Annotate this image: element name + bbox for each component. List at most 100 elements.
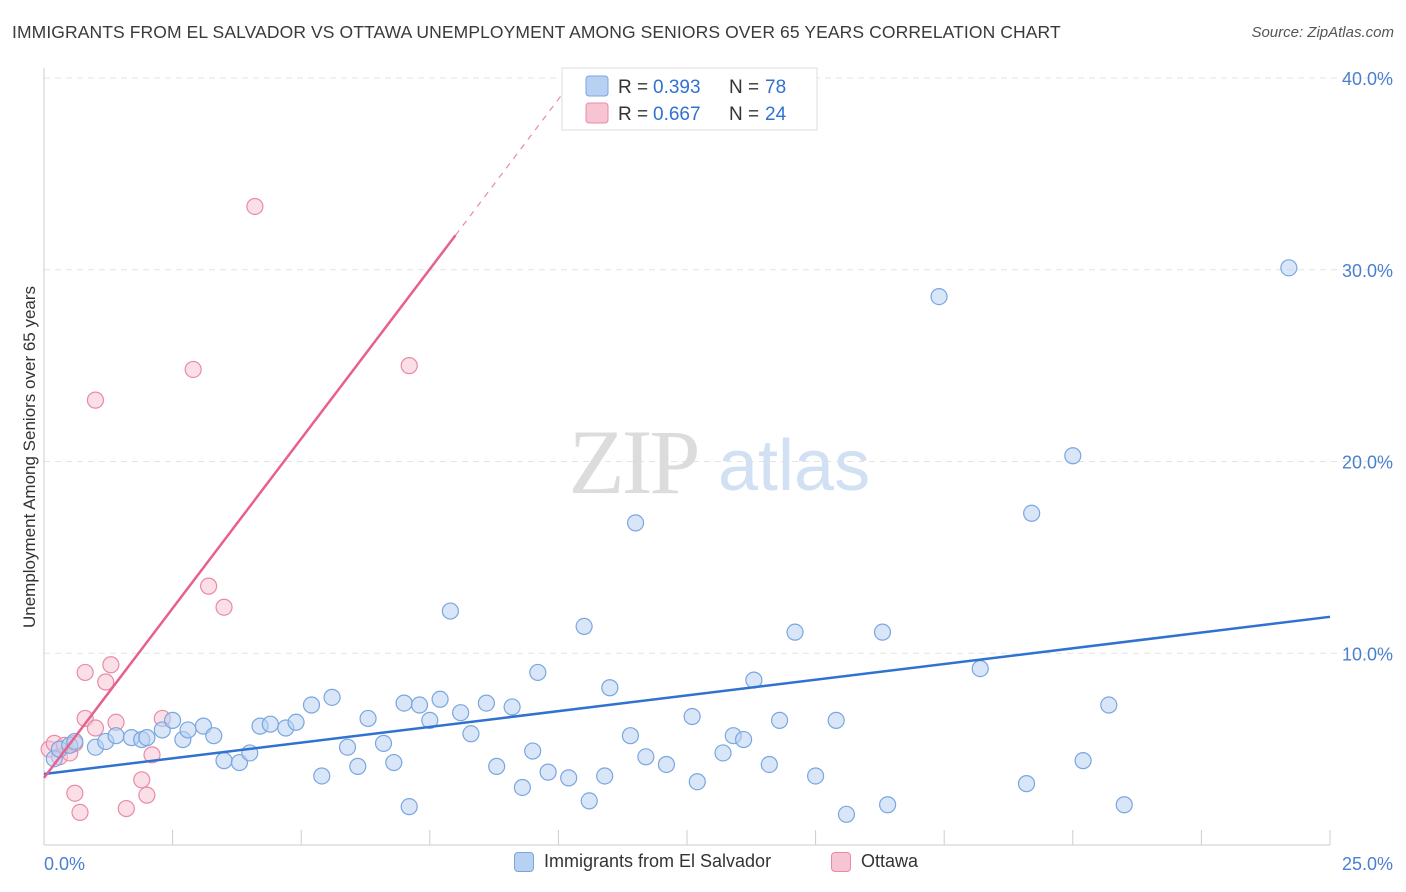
el-salvador-point-29 xyxy=(374,734,393,752)
el-salvador-point-71 xyxy=(1017,775,1036,793)
y-tick-label-20: 20.0% xyxy=(1342,453,1393,473)
ottawa-point-20 xyxy=(184,360,202,379)
el-salvador-trend-line xyxy=(43,615,1331,776)
legend-r-label-1: R = xyxy=(618,77,648,98)
ottawa-point-7 xyxy=(71,803,89,822)
el-salvador-point-77 xyxy=(1280,259,1298,277)
el-salvador-point-42 xyxy=(513,778,531,797)
el-salvador-point-9 xyxy=(138,729,156,747)
legend-r-label-2: R = xyxy=(618,104,648,125)
x-tick-label-min: 0.0% xyxy=(44,854,85,874)
ottawa-point-6 xyxy=(66,784,84,802)
y-tick-labels: 10.0% 20.0% 30.0% 40.0% xyxy=(1342,69,1393,664)
el-salvador-points xyxy=(45,259,1298,823)
el-salvador-point-41 xyxy=(503,698,521,716)
ottawa-point-22 xyxy=(215,598,233,616)
x-tick-label-max: 25.0% xyxy=(1342,854,1393,874)
el-salvador-point-57 xyxy=(714,744,732,762)
el-salvador-point-35 xyxy=(431,690,449,708)
legend-swatch-pink xyxy=(585,102,609,124)
el-salvador-point-70 xyxy=(971,659,989,678)
el-salvador-point-69 xyxy=(930,287,948,306)
el-salvador-point-56 xyxy=(688,773,706,791)
el-salvador-point-22 xyxy=(287,713,305,731)
el-salvador-point-62 xyxy=(770,711,789,729)
ottawa-point-18 xyxy=(143,746,161,764)
ottawa-points xyxy=(40,197,418,822)
bottom-legend-item-el-salvador: Immigrants from El Salvador xyxy=(514,851,771,872)
el-salvador-point-52 xyxy=(626,514,645,532)
gridlines xyxy=(44,77,1393,654)
trend-lines xyxy=(43,85,1331,779)
el-salvador-point-6 xyxy=(107,727,125,745)
watermark-atlas: atlas xyxy=(718,426,870,506)
legend-n-value-1: 78 xyxy=(765,77,786,98)
legend-n-value-2: 24 xyxy=(765,104,787,125)
ottawa-point-13 xyxy=(102,656,120,674)
el-salvador-point-24 xyxy=(313,767,331,785)
watermark-zip: ZIP xyxy=(569,411,698,513)
el-salvador-point-54 xyxy=(657,755,676,774)
el-salvador-point-51 xyxy=(621,727,640,745)
el-salvador-point-48 xyxy=(580,792,598,810)
el-salvador-point-61 xyxy=(760,755,778,774)
el-salvador-point-68 xyxy=(879,796,897,814)
ottawa-point-21 xyxy=(200,577,218,595)
bottom-legend-item-ottawa: Ottawa xyxy=(831,851,918,872)
el-salvador-point-39 xyxy=(477,694,495,712)
el-salvador-point-59 xyxy=(734,730,753,749)
el-salvador-point-32 xyxy=(400,798,418,816)
legend-n-label-1: N = xyxy=(729,77,759,98)
el-salvador-swatch xyxy=(514,851,534,872)
ottawa-swatch xyxy=(831,851,851,872)
el-salvador-point-23 xyxy=(302,696,321,714)
el-salvador-point-43 xyxy=(524,742,542,760)
el-salvador-point-15 xyxy=(205,727,223,745)
bottom-legend: Immigrants from El Salvador Ottawa xyxy=(0,851,1406,879)
el-salvador-point-37 xyxy=(452,704,470,722)
el-salvador-point-20 xyxy=(261,715,279,733)
y-tick-label-10: 10.0% xyxy=(1342,644,1393,664)
el-salvador-point-40 xyxy=(488,757,506,775)
el-salvador-point-50 xyxy=(601,679,619,697)
el-salvador-point-13 xyxy=(179,721,197,739)
ottawa-point-15 xyxy=(117,799,135,818)
el-salvador-point-64 xyxy=(806,767,825,785)
el-salvador-point-55 xyxy=(683,707,701,726)
y-tick-label-40: 40.0% xyxy=(1342,69,1393,89)
ottawa-point-10 xyxy=(86,391,105,409)
ottawa-trend-line xyxy=(43,234,457,779)
el-salvador-point-67 xyxy=(873,623,892,641)
el-salvador-point-46 xyxy=(560,769,578,787)
legend-r-value-2: 0.667 xyxy=(653,104,701,125)
el-salvador-point-45 xyxy=(539,763,557,781)
el-salvador-point-25 xyxy=(323,688,341,706)
el-salvador-point-27 xyxy=(349,757,367,775)
watermark: ZIP atlas xyxy=(569,411,871,513)
x-ticks xyxy=(43,830,1331,845)
legend-n-label-2: N = xyxy=(729,104,759,125)
el-salvador-point-31 xyxy=(395,694,413,712)
el-salvador-point-63 xyxy=(786,623,804,641)
el-salvador-point-36 xyxy=(441,602,459,620)
ottawa-point-12 xyxy=(97,673,115,691)
el-salvador-point-53 xyxy=(637,748,655,766)
chart-title: IMMIGRANTS FROM EL SALVADOR VS OTTAWA UN… xyxy=(12,22,1061,42)
ottawa-point-11 xyxy=(86,719,105,737)
bottom-legend-label-ottawa: Ottawa xyxy=(861,851,919,871)
el-salvador-point-66 xyxy=(837,805,856,823)
ottawa-point-23 xyxy=(246,197,264,216)
el-salvador-point-34 xyxy=(421,711,439,729)
el-salvador-point-72 xyxy=(1023,504,1041,522)
el-salvador-point-49 xyxy=(596,767,614,785)
y-tick-label-30: 30.0% xyxy=(1342,261,1393,281)
el-salvador-point-26 xyxy=(338,738,357,756)
el-salvador-point-73 xyxy=(1064,447,1082,465)
legend-swatch-blue xyxy=(585,75,609,97)
bottom-legend-label-el-salvador: Immigrants from El Salvador xyxy=(544,851,772,871)
el-salvador-point-76 xyxy=(1115,796,1133,814)
el-salvador-point-33 xyxy=(410,696,429,714)
el-salvador-point-11 xyxy=(164,711,182,729)
source-label: Source: ZipAtlas.com xyxy=(1251,24,1394,41)
